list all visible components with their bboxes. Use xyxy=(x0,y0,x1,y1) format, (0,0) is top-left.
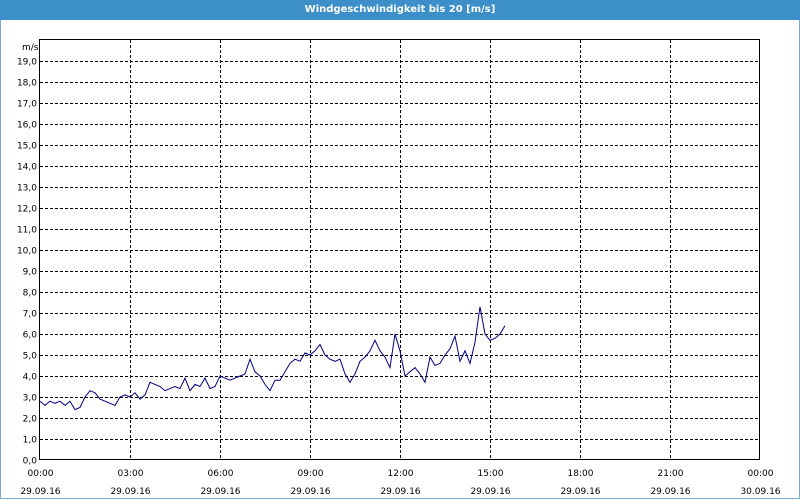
x-tick-date: 29.09.16 xyxy=(110,487,150,497)
y-tick-label: 4,0 xyxy=(23,373,38,383)
x-tick-date: 29.09.16 xyxy=(290,487,330,497)
x-tick-time: 12:00 xyxy=(388,469,414,479)
y-tick-label: 9,0 xyxy=(23,268,38,278)
x-tick-date: 29.09.16 xyxy=(470,487,510,497)
y-tick-label: 18,0 xyxy=(17,79,37,89)
y-tick-label: 12,0 xyxy=(17,205,37,215)
y-tick-label: 1,0 xyxy=(23,436,38,446)
x-tick-time: 06:00 xyxy=(208,469,234,479)
x-tick-time: 00:00 xyxy=(748,469,774,479)
x-tick-date: 29.09.16 xyxy=(650,487,690,497)
x-tick-date: 29.09.16 xyxy=(20,487,60,497)
y-axis-unit: m/s xyxy=(22,43,39,53)
y-tick-label: 0,0 xyxy=(23,457,38,467)
y-tick-label: 15,0 xyxy=(17,142,37,152)
y-tick-label: 8,0 xyxy=(23,289,38,299)
y-tick-label: 6,0 xyxy=(23,331,38,341)
series-line xyxy=(39,306,506,411)
x-tick-date: 29.09.16 xyxy=(560,487,600,497)
x-tick-labels: 00:00 29.09.16 03:00 29.09.16 06:00 29.09.16 0… xyxy=(20,469,780,497)
x-tick-time: 09:00 xyxy=(298,469,324,479)
x-tick-date: 30.09.16 xyxy=(740,487,780,497)
x-tick-time: 15:00 xyxy=(478,469,504,479)
y-tick-label: 16,0 xyxy=(17,121,37,131)
x-tick-time: 00:00 xyxy=(28,469,54,479)
grid-lines xyxy=(40,40,760,460)
plot-area-border xyxy=(39,39,760,460)
y-tick-label: 3,0 xyxy=(23,394,38,404)
x-tick-date: 29.09.16 xyxy=(380,487,420,497)
y-tick-label: 2,0 xyxy=(23,415,38,425)
y-tick-label: 19,0 xyxy=(17,58,37,68)
x-tick-time: 18:00 xyxy=(568,469,594,479)
y-tick-label: 11,0 xyxy=(17,226,37,236)
y-tick-label: 13,0 xyxy=(17,184,37,194)
y-tick-labels: 0,0 1,0 2,0 3,0 4,0 5,0 6,0 7,0 8,0 9,0 10,0 11,0 12… xyxy=(17,58,37,467)
y-tick-label: 17,0 xyxy=(17,100,37,110)
y-tick-label: 10,0 xyxy=(17,247,37,257)
y-tick-label: 14,0 xyxy=(17,163,37,173)
x-tick-time: 21:00 xyxy=(658,469,684,479)
y-tick-label: 7,0 xyxy=(23,310,38,320)
window-title: Windgeschwindigkeit bis 20 [m/s] xyxy=(0,0,800,20)
y-tick-label: 5,0 xyxy=(23,352,38,362)
x-tick-time: 03:00 xyxy=(118,469,144,479)
x-tick-date: 29.09.16 xyxy=(200,487,240,497)
